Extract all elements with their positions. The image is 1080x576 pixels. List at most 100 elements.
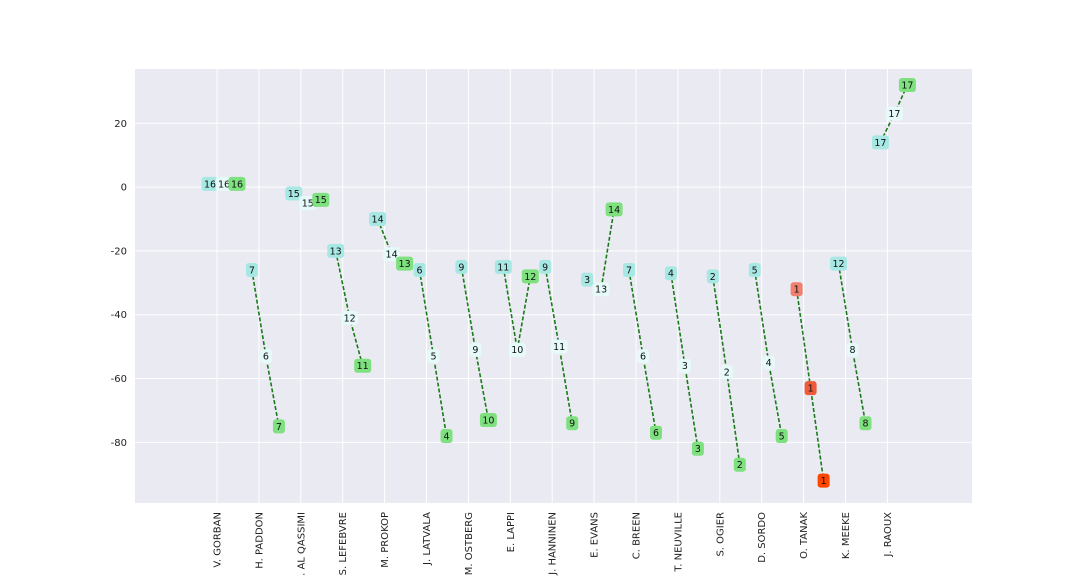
data-point (494, 259, 512, 274)
data-point (748, 263, 761, 278)
data-point (427, 349, 440, 364)
data-point (539, 259, 552, 274)
data-label: 9 (458, 262, 464, 273)
data-point (581, 272, 594, 287)
data-point (605, 202, 623, 217)
x-tick-label: E. LAPPI (506, 512, 517, 552)
y-tick-label: -40 (111, 310, 127, 321)
data-label: 9 (542, 262, 548, 273)
data-label: 14 (372, 214, 384, 225)
data-point (733, 457, 746, 472)
y-tick-label: -80 (111, 438, 127, 449)
data-point (383, 247, 401, 262)
data-label: 14 (608, 205, 620, 216)
driver-series: 4 3 3 (664, 266, 704, 456)
data-label: 15 (302, 198, 314, 209)
driver-series: 1 1 1 (790, 282, 830, 488)
data-point (521, 269, 539, 284)
data-label: 2 (724, 368, 730, 379)
data-point (285, 186, 303, 201)
data-point (228, 176, 246, 191)
data-label: 12 (524, 272, 536, 283)
data-point (215, 176, 233, 191)
data-label: 7 (249, 265, 255, 276)
driver-series: 5 4 5 (748, 263, 788, 443)
data-label: 4 (668, 269, 674, 280)
x-tick-label: J. LATVALA (422, 512, 433, 566)
data-point (637, 349, 649, 364)
data-label: 17 (901, 80, 913, 91)
driver-series: 7 6 7 (245, 263, 285, 434)
data-point (846, 342, 859, 357)
data-label: 3 (695, 444, 701, 455)
data-label: 15 (315, 195, 327, 206)
data-label: 7 (276, 422, 282, 433)
y-tick-label: -20 (111, 246, 127, 257)
data-label: 5 (779, 431, 785, 442)
data-label: 4 (443, 431, 449, 442)
data-point (650, 425, 662, 440)
data-point (775, 428, 788, 443)
data-label: 2 (737, 460, 743, 471)
data-label: 13 (330, 246, 342, 257)
data-point (312, 192, 330, 207)
data-point (566, 416, 579, 431)
data-label: 13 (399, 259, 411, 270)
data-label: 6 (640, 352, 646, 363)
data-point (469, 342, 482, 357)
data-label: 5 (752, 265, 758, 276)
data-point (508, 342, 526, 357)
data-label: 1 (821, 476, 827, 487)
x-tick-label: D. SORDO (757, 512, 768, 563)
data-label: 17 (888, 109, 900, 120)
data-label: 16 (231, 179, 243, 190)
data-point (706, 269, 719, 284)
data-point (664, 266, 677, 281)
data-point (830, 256, 847, 271)
data-label: 8 (862, 419, 868, 430)
data-point (354, 358, 372, 373)
data-label: 7 (626, 265, 632, 276)
data-point (898, 77, 916, 92)
x-tick-label: S. AL QASSIMI (296, 512, 307, 576)
data-label: 6 (653, 428, 659, 439)
x-tick-label: J. RAOUX (883, 512, 894, 558)
driver-series: 16 16 16 (201, 176, 246, 191)
data-point (592, 282, 610, 297)
data-label: 6 (416, 265, 422, 276)
data-label: 11 (553, 342, 565, 353)
data-point (440, 428, 453, 443)
driver-series: 12 8 8 (830, 256, 872, 431)
y-tick-label: -60 (111, 374, 127, 385)
data-label: 16 (218, 179, 230, 190)
data-label: 9 (472, 345, 478, 356)
data-label: 15 (288, 189, 300, 200)
driver-series: 3 13 14 (581, 202, 623, 297)
data-point (804, 381, 817, 396)
x-tick-label: E. EVANS (590, 512, 601, 558)
data-point (720, 365, 733, 380)
x-tick-label: S. OGIER (715, 512, 726, 557)
data-label: 16 (204, 179, 216, 190)
plot-area (135, 69, 972, 503)
data-label: 9 (569, 419, 575, 430)
driver-series: 9 11 9 (539, 259, 579, 431)
y-tick-label: 20 (114, 119, 127, 130)
data-point (396, 256, 414, 271)
driver-series: 7 6 6 (623, 263, 662, 440)
y-tick-label: 0 (121, 183, 127, 194)
data-label: 11 (357, 361, 369, 372)
x-tick-label: K. MEEKE (841, 512, 852, 559)
data-point (413, 263, 426, 278)
data-label: 3 (682, 361, 688, 372)
data-point (299, 196, 317, 211)
x-tick-label: S. LEFEBVRE (338, 512, 349, 575)
data-point (817, 473, 830, 488)
data-label: 2 (710, 272, 716, 283)
data-point (259, 349, 272, 364)
data-label: 14 (386, 249, 398, 260)
data-point (369, 211, 387, 226)
data-point (871, 135, 889, 150)
